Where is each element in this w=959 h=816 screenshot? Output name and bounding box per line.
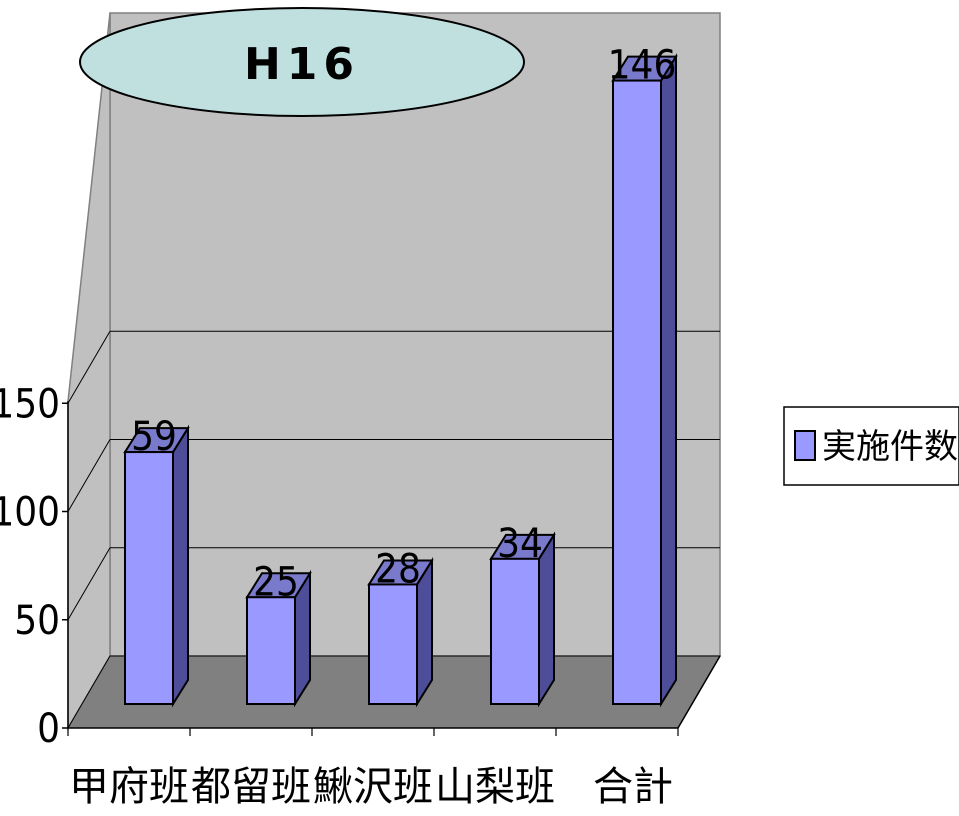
y-tick-label: 100 (0, 490, 60, 536)
side-wall (67, 12, 111, 731)
gridline-side (67, 439, 111, 512)
legend-label: 実施件数 (822, 427, 958, 467)
title-bubble (79, 7, 525, 117)
data-label: 28 (375, 546, 421, 592)
data-label: 34 (497, 521, 543, 567)
y-tick-labels: 0 50 100 150 (0, 381, 60, 752)
bar (611, 53, 678, 708)
bar-front (490, 557, 540, 705)
bar-side (172, 424, 189, 708)
y-tick-label: 150 (0, 381, 60, 427)
floor-edge (677, 655, 721, 729)
bar (245, 569, 312, 708)
bars (123, 53, 678, 708)
bar-front (124, 451, 174, 705)
data-label: 59 (131, 414, 177, 460)
bar-front (246, 596, 296, 705)
title-text: H16 (244, 39, 360, 90)
x-category-label: 鰍沢班 (313, 764, 433, 810)
legend: 実施件数 (783, 406, 959, 486)
data-label: 25 (253, 559, 299, 605)
gridline-side (67, 330, 111, 404)
y-tick-label: 0 (37, 706, 60, 752)
bar-front (612, 79, 662, 705)
bar-side (660, 53, 677, 708)
data-labels: 59 25 28 34 146 (131, 43, 676, 606)
x-category-label: 合計 (593, 764, 673, 810)
bar (489, 531, 556, 708)
y-tick-label: 50 (14, 598, 60, 644)
x-category-label: 甲府班 (69, 764, 189, 810)
gridline-side (67, 547, 111, 621)
bar (367, 556, 434, 708)
data-label: 146 (608, 43, 677, 89)
x-category-label: 山梨班 (435, 764, 555, 810)
chart-title: H16 (79, 7, 525, 117)
legend-swatch (794, 430, 816, 461)
x-category-labels: 甲府班 都留班 鰍沢班 山梨班 合計 (69, 764, 673, 810)
bar-front (368, 583, 418, 705)
axes (62, 401, 679, 736)
x-category-label: 都留班 (191, 764, 311, 810)
bar (123, 424, 190, 708)
